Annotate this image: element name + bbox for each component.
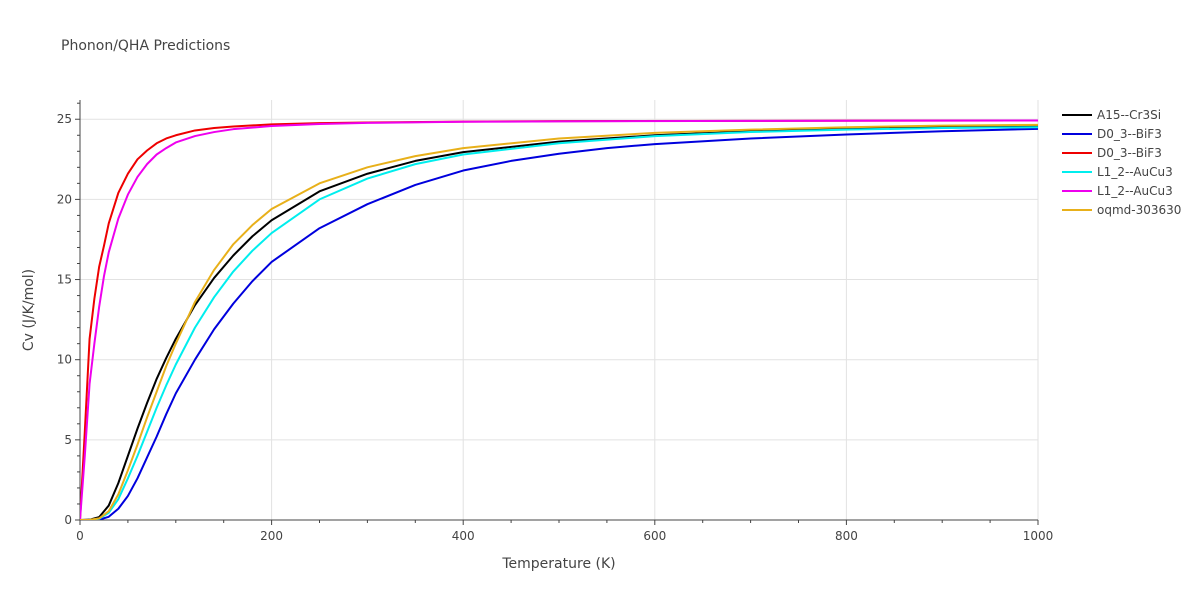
legend-label-3: L1_2--AuCu3 — [1097, 165, 1173, 179]
x-tick-label: 600 — [643, 529, 666, 543]
legend-item-3: L1_2--AuCu3 — [1062, 165, 1173, 179]
y-tick-label: 15 — [57, 273, 72, 287]
chart-title: Phonon/QHA Predictions — [61, 38, 230, 54]
legend-item-1: D0_3--BiF3 — [1062, 127, 1162, 141]
legend-label-0: A15--Cr3Si — [1097, 108, 1161, 122]
x-axis-title: Temperature (K) — [501, 556, 615, 572]
grid-layer — [80, 100, 1039, 520]
x-tick-label: 400 — [452, 529, 475, 543]
series-line-1 — [80, 127, 1038, 520]
y-tick-label: 25 — [57, 112, 72, 126]
series-line-3 — [80, 126, 1038, 520]
series-line-4 — [80, 119, 1038, 520]
legend-item-2: D0_3--BiF3 — [1062, 146, 1162, 160]
series-layer — [80, 119, 1038, 520]
legend-item-4: L1_2--AuCu3 — [1062, 184, 1173, 198]
x-tick-label: 800 — [835, 529, 858, 543]
y-tick-label: 5 — [64, 433, 72, 447]
y-axis-title: Cv (J/K/mol) — [21, 269, 37, 351]
legend-item-0: A15--Cr3Si — [1062, 108, 1161, 122]
x-tick-label: 200 — [260, 529, 283, 543]
tick-label-layer: 0 200 400 600 800 1000 0 5 10 15 20 25 — [57, 112, 1054, 543]
x-tick-label: 0 — [76, 529, 84, 543]
legend-item-5: oqmd-303630 — [1062, 203, 1181, 217]
legend: A15--Cr3Si D0_3--BiF3 D0_3--BiF3 L1_2--AuCu… — [1062, 108, 1181, 217]
y-tick-label: 20 — [57, 192, 72, 206]
x-tick-label: 1000 — [1023, 529, 1054, 543]
legend-label-5: oqmd-303630 — [1097, 203, 1181, 217]
axis-layer — [75, 100, 1039, 525]
y-tick-label: 0 — [64, 513, 72, 527]
series-line-5 — [80, 123, 1038, 520]
y-tick-label: 10 — [57, 353, 72, 367]
legend-label-1: D0_3--BiF3 — [1097, 127, 1162, 141]
legend-label-2: D0_3--BiF3 — [1097, 146, 1162, 160]
legend-label-4: L1_2--AuCu3 — [1097, 184, 1173, 198]
